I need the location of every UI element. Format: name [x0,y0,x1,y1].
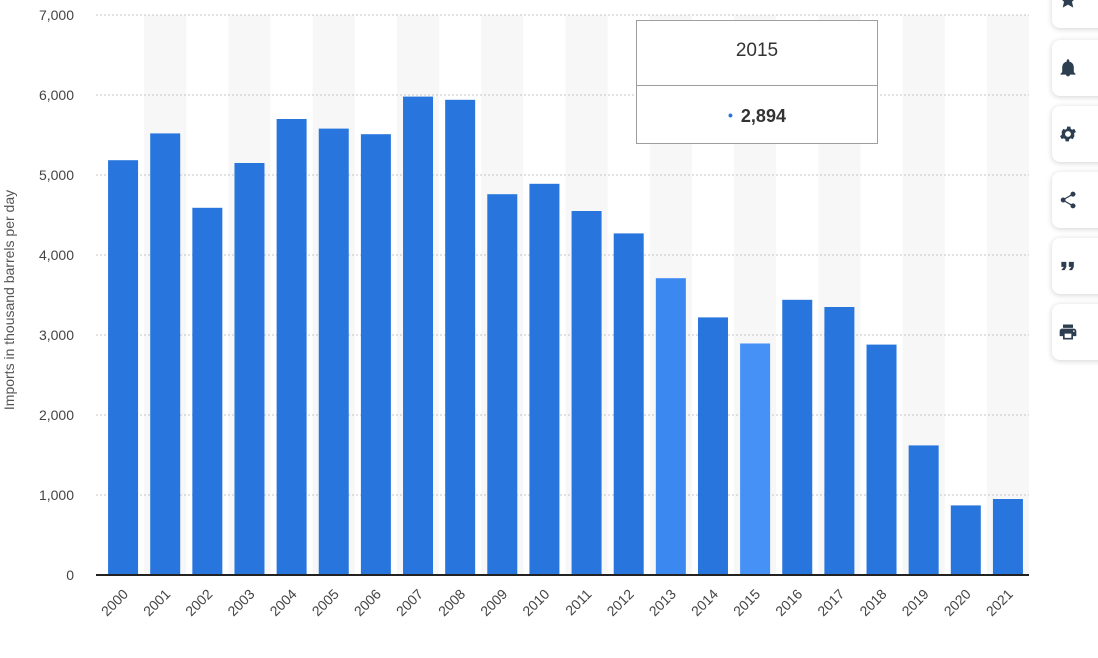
tooltip-title: 2015 [637,21,877,86]
y-tick-label: 0 [66,567,74,583]
y-tick-label: 1,000 [39,487,74,503]
x-tick-label: 2002 [182,586,215,619]
bar-2018 [866,344,897,575]
quote-icon [1061,261,1074,271]
bar-2010 [529,183,560,576]
x-tick-label: 2015 [730,586,763,619]
bar-2016 [782,299,813,575]
bar-2013 [655,278,686,575]
gear-icon [1060,126,1076,142]
print-icon [1059,324,1077,340]
x-tick-label: 2006 [351,586,384,619]
y-tick-label: 2,000 [39,407,74,423]
x-tick-label: 2010 [519,586,552,619]
x-tick-label: 2001 [140,586,173,619]
bell-icon [1060,59,1076,77]
bar-2021 [992,499,1023,575]
notification-button[interactable] [1052,40,1098,96]
bar-2001 [150,133,181,575]
bar-2002 [192,207,223,576]
print-button[interactable] [1052,304,1098,360]
tooltip-value-row: • 2,894 [637,86,877,145]
bar-2020 [950,505,981,575]
bar-2000 [108,160,139,575]
favorite-button[interactable] [1052,0,1098,28]
bar-2003 [234,163,265,575]
settings-button[interactable] [1052,106,1098,162]
y-axis-label: Imports in thousand barrels per day [1,190,17,410]
bar-2009 [487,194,518,575]
x-tick-label: 2013 [646,586,679,619]
x-tick-label: 2003 [224,586,257,619]
x-tick-label: 2019 [898,586,931,619]
y-tick-label: 6,000 [39,87,74,103]
x-tick-label: 2018 [856,586,889,619]
star-icon [1062,0,1074,8]
share-icon [1060,191,1076,209]
bar-2007 [403,96,434,575]
bar-2004 [276,119,307,575]
x-tick-label: 2012 [603,586,636,619]
x-tick-label: 2004 [266,586,299,619]
x-tick-label: 2021 [983,586,1016,619]
y-tick-label: 3,000 [39,327,74,343]
bar-2008 [445,99,476,576]
x-tick-label: 2000 [98,586,131,619]
x-tick-label: 2016 [772,586,805,619]
x-tick-label: 2007 [393,586,426,619]
bar-2017 [824,307,855,575]
bar-2014 [697,317,728,575]
cite-button[interactable] [1052,238,1098,294]
y-tick-label: 4,000 [39,247,74,263]
x-tick-label: 2011 [562,586,595,619]
tooltip-series-dot: • [728,107,733,123]
x-tick-label: 2014 [688,586,721,619]
x-tick-label: 2009 [477,586,510,619]
bar-2012 [613,233,644,575]
bar-2006 [360,134,391,575]
x-tick-label: 2005 [309,586,342,619]
x-tick-label: 2017 [814,586,847,619]
chart-tooltip: 2015 • 2,894 [636,20,878,144]
plot-band [986,15,1029,575]
tooltip-value: 2,894 [740,106,786,126]
bar-2015 [740,343,771,575]
x-tick-label: 2020 [941,586,974,619]
bar-2011 [571,211,602,575]
bar-2005 [318,128,349,575]
y-tick-label: 7,000 [39,7,74,23]
y-tick-label: 5,000 [39,167,74,183]
bar-2019 [908,445,939,575]
x-tick-label: 2008 [435,586,468,619]
share-button[interactable] [1052,172,1098,228]
